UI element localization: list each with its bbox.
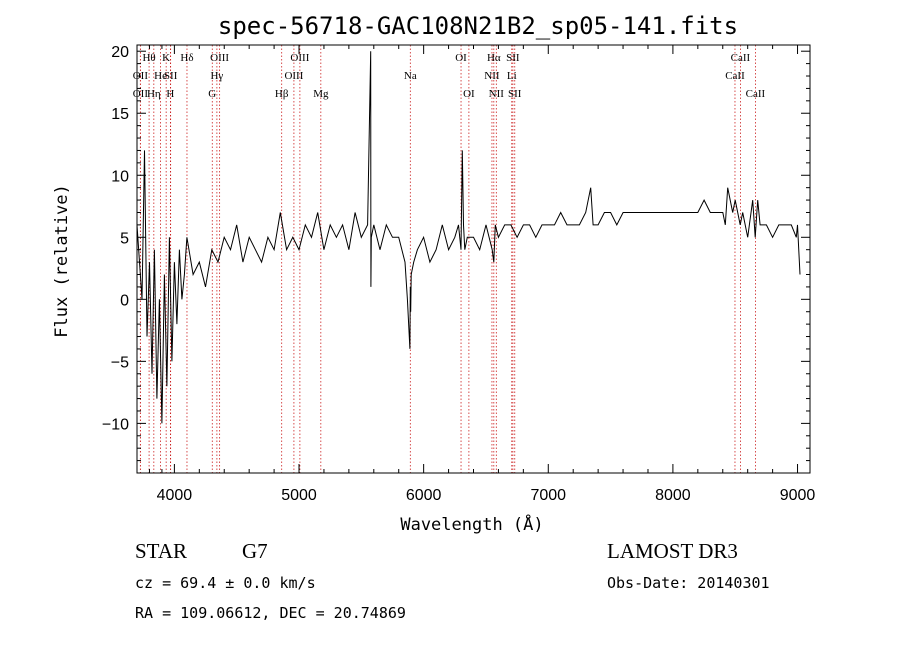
survey-name: LAMOST DR3 bbox=[607, 539, 738, 563]
y-axis: −10 −5 0 5 10 15 20 bbox=[102, 44, 810, 462]
observation-date: Obs-Date: 20140301 bbox=[607, 574, 770, 592]
line-label-22: Li bbox=[507, 70, 517, 82]
line-label-10: G bbox=[208, 88, 216, 100]
object-subclass: G7 bbox=[242, 539, 268, 563]
y-tick-label: 20 bbox=[111, 44, 129, 61]
line-label-0: Hθ bbox=[142, 52, 155, 64]
line-label-23: SII bbox=[506, 52, 520, 64]
line-label-6: H bbox=[166, 88, 174, 100]
x-tick-label: 5000 bbox=[281, 487, 317, 504]
line-markers bbox=[139, 45, 756, 473]
plot-frame bbox=[136, 44, 811, 474]
y-axis-label: Flux (relative) bbox=[52, 184, 72, 338]
line-label-12: Hβ bbox=[275, 88, 289, 100]
line-label-26: CaII bbox=[731, 52, 751, 64]
x-tick-label: 8000 bbox=[655, 487, 691, 504]
line-label-19: NII bbox=[484, 70, 500, 82]
line-label-11: OIII bbox=[210, 52, 229, 64]
line-labels: HθOIIOIIHηHeKHSIIHδHγGOIIIHβOIIIOIIIMgNa… bbox=[133, 52, 766, 100]
y-tick-label: −10 bbox=[102, 416, 129, 433]
line-label-16: Na bbox=[404, 70, 417, 82]
line-label-4: He bbox=[154, 70, 167, 82]
line-label-15: Mg bbox=[313, 88, 329, 100]
line-label-25: CaII bbox=[725, 70, 745, 82]
x-tick-label: 7000 bbox=[530, 487, 566, 504]
redshift-velocity: cz = 69.4 ± 0.0 km/s bbox=[135, 574, 316, 592]
line-label-17: OI bbox=[455, 52, 467, 64]
x-axis-label: Wavelength (Å) bbox=[400, 513, 543, 535]
line-label-24: SII bbox=[508, 88, 522, 100]
line-label-8: Hδ bbox=[180, 52, 193, 64]
y-tick-label: 0 bbox=[120, 292, 129, 309]
x-tick-label: 9000 bbox=[780, 487, 816, 504]
line-label-21: NII bbox=[489, 88, 505, 100]
flux-series-line bbox=[136, 51, 801, 424]
y-tick-label: −5 bbox=[111, 354, 129, 371]
line-label-27: CaII bbox=[746, 88, 766, 100]
x-axis: 4000 5000 6000 7000 8000 9000 bbox=[148, 45, 816, 504]
line-label-13: OIII bbox=[284, 70, 303, 82]
line-label-9: Hγ bbox=[210, 70, 223, 82]
line-label-20: Hα bbox=[487, 52, 501, 64]
x-tick-label: 4000 bbox=[157, 487, 193, 504]
line-label-3: Hη bbox=[147, 88, 161, 100]
line-label-7: SII bbox=[164, 70, 178, 82]
y-tick-label: 5 bbox=[120, 230, 129, 247]
line-label-14: OIII bbox=[290, 52, 309, 64]
y-tick-label: 10 bbox=[111, 168, 129, 185]
line-label-5: K bbox=[162, 52, 170, 64]
y-tick-label: 15 bbox=[111, 106, 129, 123]
line-label-18: OI bbox=[463, 88, 475, 100]
x-tick-label: 6000 bbox=[406, 487, 442, 504]
chart-title: spec-56718-GAC108N21B2_sp05-141.fits bbox=[218, 12, 738, 40]
object-class: STAR bbox=[135, 539, 187, 563]
sky-coordinates: RA = 109.06612, DEC = 20.74869 bbox=[135, 604, 406, 622]
